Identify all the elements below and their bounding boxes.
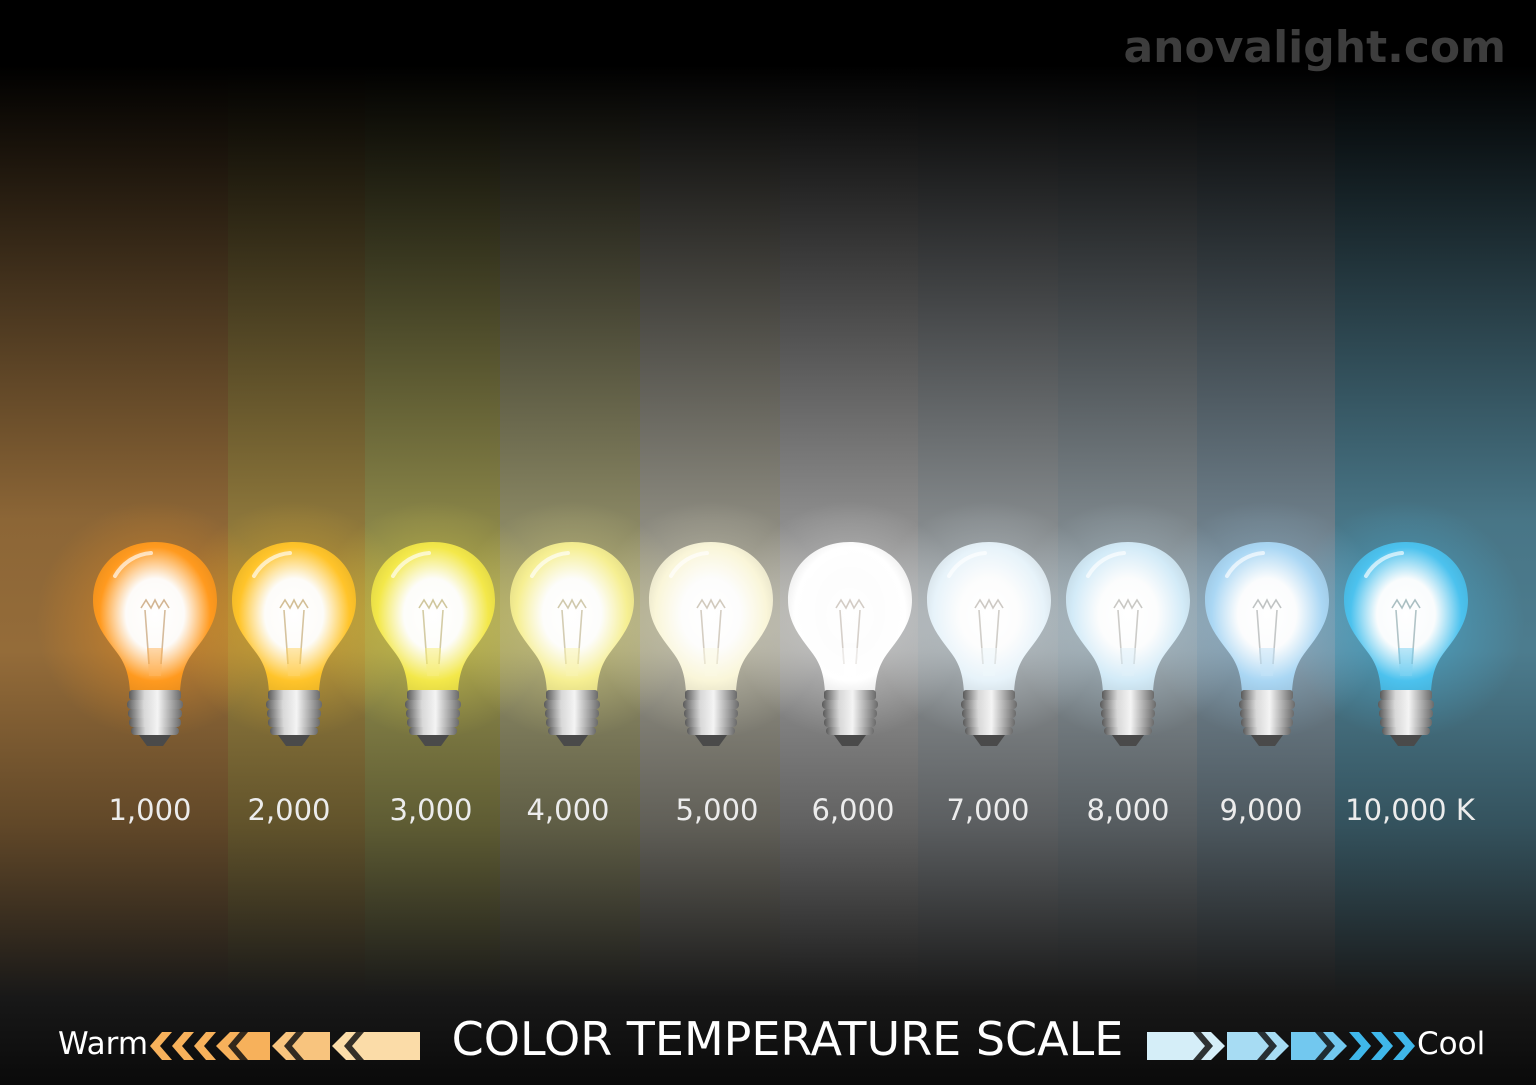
temperature-label: 5,000 bbox=[675, 793, 759, 827]
temperature-label: 9,000 bbox=[1219, 793, 1303, 827]
warm-arrows-icon bbox=[150, 1032, 420, 1060]
warm-label: Warm bbox=[58, 1026, 149, 1062]
light-bulb-icon bbox=[641, 536, 781, 756]
light-bulb-icon bbox=[1058, 536, 1198, 756]
light-bulb-icon bbox=[780, 536, 920, 756]
light-bulb-icon bbox=[1197, 536, 1337, 756]
cool-arrow-segment bbox=[1227, 1032, 1289, 1060]
temperature-label: 3,000 bbox=[389, 793, 473, 827]
watermark: anovalight.com bbox=[1123, 22, 1506, 73]
temperature-label: 6,000 bbox=[811, 793, 895, 827]
temperature-label: 7,000 bbox=[946, 793, 1030, 827]
chevron-left-icon bbox=[194, 1032, 216, 1060]
temperature-label: 1,000 bbox=[108, 793, 192, 827]
light-bulb-icon bbox=[1336, 536, 1476, 756]
cool-label: Cool bbox=[1417, 1026, 1486, 1062]
cool-arrow-segment bbox=[1147, 1032, 1225, 1060]
light-bulb-icon bbox=[919, 536, 1059, 756]
light-bulb-icon bbox=[224, 536, 364, 756]
warm-arrow-segment bbox=[272, 1032, 330, 1060]
cool-arrows-icon bbox=[1147, 1032, 1415, 1060]
light-bulb-icon bbox=[85, 536, 225, 756]
cool-arrow-segment bbox=[1291, 1032, 1347, 1060]
chevron-left-icon bbox=[172, 1032, 194, 1060]
warm-arrow-segment bbox=[216, 1032, 270, 1060]
chevron-right-icon bbox=[1371, 1032, 1393, 1060]
temperature-label: 8,000 bbox=[1086, 793, 1170, 827]
chevron-right-icon bbox=[1393, 1032, 1415, 1060]
temperature-label: 10,000 K bbox=[1345, 793, 1475, 827]
temperature-label: 2,000 bbox=[247, 793, 331, 827]
light-bulb-icon bbox=[363, 536, 503, 756]
chevron-right-icon bbox=[1349, 1032, 1371, 1060]
temperature-label: 4,000 bbox=[526, 793, 610, 827]
chevron-left-icon bbox=[150, 1032, 172, 1060]
scale-title: COLOR TEMPERATURE SCALE bbox=[451, 1012, 1124, 1066]
light-bulb-icon bbox=[502, 536, 642, 756]
